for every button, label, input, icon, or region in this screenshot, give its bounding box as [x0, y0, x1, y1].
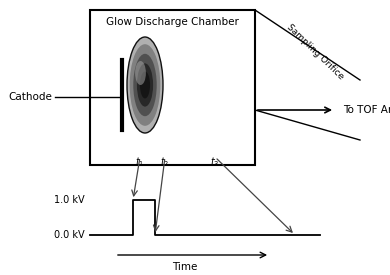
Ellipse shape — [127, 37, 163, 133]
Ellipse shape — [130, 44, 160, 126]
Text: 1.0 kV: 1.0 kV — [54, 195, 85, 205]
Text: Glow Discharge Chamber: Glow Discharge Chamber — [106, 17, 239, 27]
Bar — [90, 10, 255, 165]
Ellipse shape — [135, 61, 146, 85]
Text: Cathode: Cathode — [8, 92, 52, 102]
Text: To TOF Analyzer: To TOF Analyzer — [343, 105, 390, 115]
Text: Time: Time — [172, 262, 198, 272]
Text: $t_1$: $t_1$ — [135, 155, 145, 169]
Text: Sampling Orifice: Sampling Orifice — [285, 23, 345, 81]
Ellipse shape — [137, 64, 153, 107]
Text: 0.0 kV: 0.0 kV — [54, 230, 85, 240]
Text: $t_3$: $t_3$ — [210, 155, 220, 169]
Ellipse shape — [133, 54, 157, 116]
Text: $t_2$: $t_2$ — [160, 155, 170, 169]
Ellipse shape — [140, 72, 150, 98]
